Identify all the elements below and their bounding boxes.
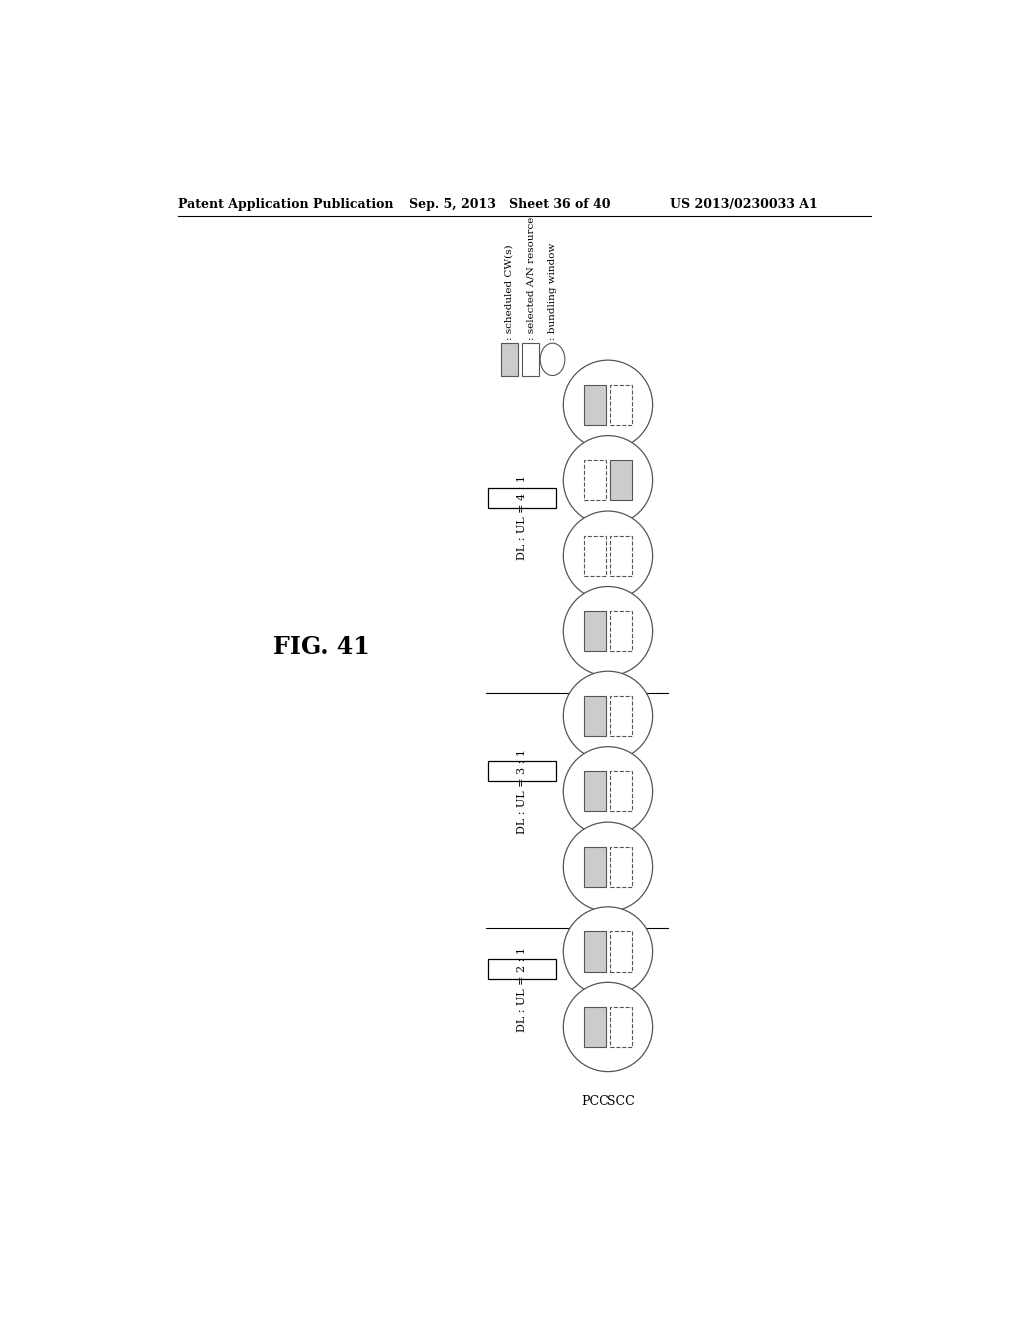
Ellipse shape [563, 672, 652, 760]
Bar [584, 461, 605, 500]
Ellipse shape [541, 343, 565, 376]
Bar [522, 343, 540, 376]
Bar [610, 932, 632, 972]
Text: : bundling window: : bundling window [548, 243, 557, 341]
Bar [584, 611, 605, 651]
Bar [610, 696, 632, 737]
Text: Sep. 5, 2013   Sheet 36 of 40: Sep. 5, 2013 Sheet 36 of 40 [410, 198, 610, 211]
Bar [501, 343, 518, 376]
Bar [610, 385, 632, 425]
Bar [584, 1007, 605, 1047]
Ellipse shape [563, 907, 652, 997]
Bar [584, 536, 605, 576]
Text: SCC: SCC [607, 1094, 635, 1107]
Bar [610, 461, 632, 500]
Bar [584, 771, 605, 812]
Ellipse shape [563, 822, 652, 911]
Ellipse shape [563, 436, 652, 525]
Ellipse shape [563, 586, 652, 676]
Bar [610, 536, 632, 576]
Text: PCC: PCC [581, 1094, 608, 1107]
Text: US 2013/0230033 A1: US 2013/0230033 A1 [670, 198, 817, 211]
Text: DL : UL = 3 : 1: DL : UL = 3 : 1 [517, 748, 526, 834]
Bar [610, 847, 632, 887]
Text: : selected A/N resource: : selected A/N resource [526, 216, 536, 341]
Ellipse shape [563, 982, 652, 1072]
Bar [610, 771, 632, 812]
Text: Patent Application Publication: Patent Application Publication [178, 198, 394, 211]
Text: DL : UL = 2 : 1: DL : UL = 2 : 1 [517, 946, 526, 1032]
Ellipse shape [563, 511, 652, 601]
Ellipse shape [563, 360, 652, 450]
Bar [487, 762, 556, 781]
Bar [584, 385, 605, 425]
Ellipse shape [563, 747, 652, 836]
Bar [584, 932, 605, 972]
Bar [610, 611, 632, 651]
Text: FIG. 41: FIG. 41 [273, 635, 370, 660]
Bar [487, 488, 556, 508]
Bar [584, 847, 605, 887]
Bar [584, 696, 605, 737]
Text: DL : UL = 4 : 1: DL : UL = 4 : 1 [517, 475, 526, 561]
Text: : scheduled CW(s): : scheduled CW(s) [505, 244, 514, 341]
Bar [610, 1007, 632, 1047]
Bar [487, 960, 556, 979]
